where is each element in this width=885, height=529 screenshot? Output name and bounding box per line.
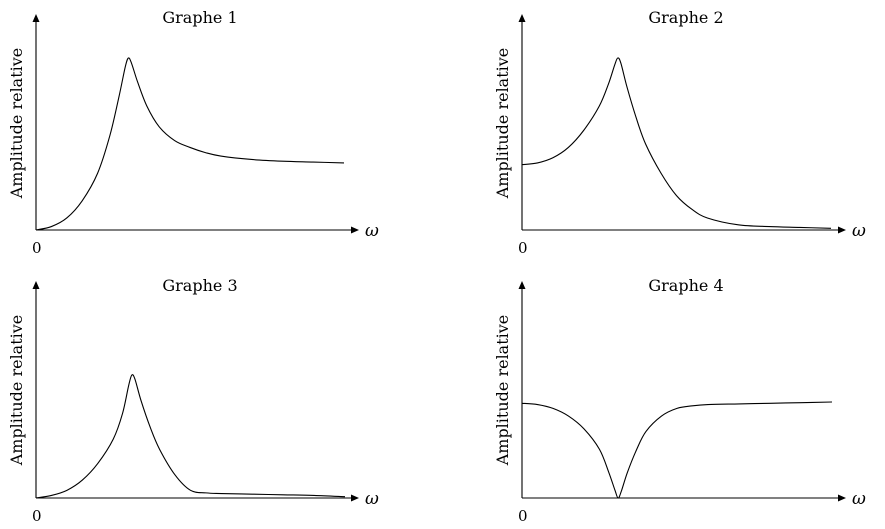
chart-panel-3: Graphe 3 Amplitude relative ω 0 (7, 276, 379, 525)
series-line-1 (35, 57, 345, 231)
x-axis-label: ω (852, 489, 866, 509)
series-line-4 (521, 401, 833, 499)
chart-title: Graphe 2 (648, 8, 723, 27)
chart-title: Graphe 3 (162, 276, 237, 295)
origin-label: 0 (518, 239, 528, 257)
chart-panel-2: Graphe 2 Amplitude relative ω 0 (493, 8, 866, 257)
series-line-2 (521, 57, 832, 229)
y-axis-label: Amplitude relative (493, 48, 512, 200)
chart-panel-4: Graphe 4 Amplitude relative ω 0 (493, 276, 866, 525)
x-axis-label: ω (365, 489, 379, 509)
y-axis-label: Amplitude relative (7, 48, 26, 200)
x-axis-label: ω (365, 221, 379, 241)
origin-label: 0 (32, 507, 42, 525)
chart-title: Graphe 1 (162, 8, 237, 27)
y-axis-label: Amplitude relative (7, 315, 26, 467)
y-axis-arrow (32, 14, 40, 22)
y-axis-arrow (32, 281, 40, 289)
x-axis-arrow (351, 494, 359, 502)
y-axis-arrow (518, 281, 526, 289)
x-axis-arrow (351, 226, 359, 234)
x-axis-arrow (838, 226, 846, 234)
y-axis-label: Amplitude relative (493, 315, 512, 467)
series-line-3 (35, 374, 346, 499)
origin-label: 0 (518, 507, 528, 525)
y-axis-arrow (518, 14, 526, 22)
chart-panel-1: Graphe 1 Amplitude relative ω 0 (7, 8, 379, 257)
x-axis-label: ω (852, 221, 866, 241)
origin-label: 0 (32, 239, 42, 257)
chart-title: Graphe 4 (648, 276, 723, 295)
x-axis-arrow (838, 494, 846, 502)
